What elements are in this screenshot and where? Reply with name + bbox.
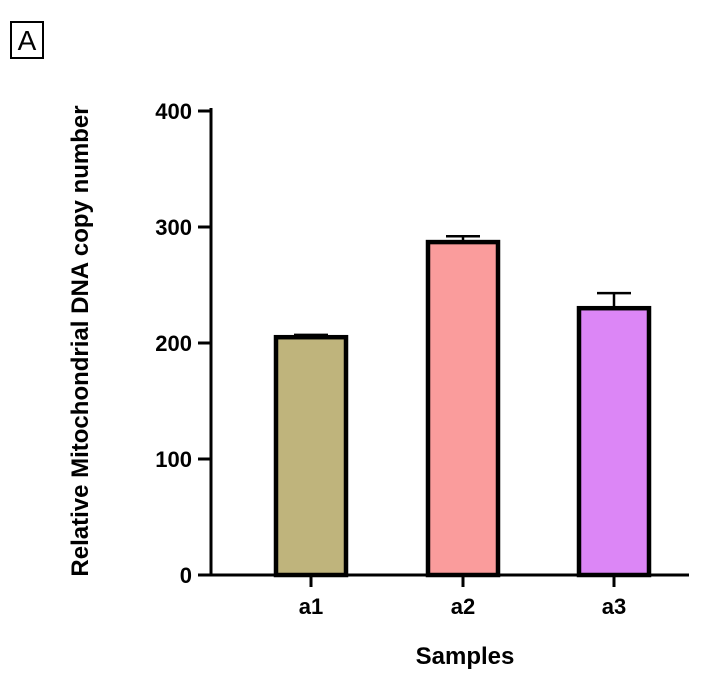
y-tick-label: 300 [155, 215, 192, 240]
y-tick-label: 100 [155, 447, 192, 472]
y-tick-label: 400 [155, 99, 192, 124]
x-tick-label: a3 [602, 594, 626, 619]
bar-a3 [576, 305, 652, 578]
bar-a2 [425, 239, 501, 578]
panel-label-box [10, 21, 44, 59]
panel-label-text: A [18, 25, 37, 56]
y-tick-label: 200 [155, 331, 192, 356]
x-axis-ticks: a1 a2 a3 [299, 575, 626, 619]
y-tick-label: 0 [180, 563, 192, 588]
x-tick-label: a1 [299, 594, 323, 619]
bar-a1 [273, 334, 349, 578]
bars [273, 235, 652, 578]
y-axis-title: Relative Mitochondrial DNA copy number [67, 105, 94, 576]
y-axis-ticks: 0 100 200 300 400 [155, 99, 211, 588]
x-tick-label: a2 [451, 594, 475, 619]
x-axis-title: Samples [416, 643, 515, 670]
panel-label: A [10, 21, 44, 59]
